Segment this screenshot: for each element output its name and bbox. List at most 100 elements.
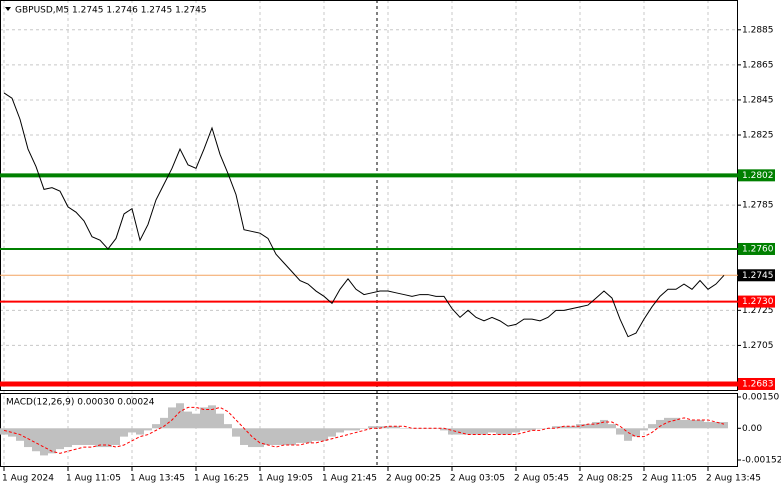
x-tick-label: 2 Aug 05:45 xyxy=(514,474,569,484)
macd-bar xyxy=(272,428,280,445)
macd-bar xyxy=(32,428,40,452)
macd-bar xyxy=(440,428,448,431)
y-tick-label: 1.2885 xyxy=(742,25,774,35)
level-label-bg xyxy=(738,377,775,390)
macd-bar xyxy=(696,419,704,429)
level-label-bg xyxy=(738,295,775,308)
macd-bar xyxy=(216,413,224,429)
macd-bar xyxy=(640,428,648,431)
macd-bar xyxy=(536,428,544,429)
y-tick-label: -0.00152 xyxy=(742,456,781,466)
chart-title: GBPUSD,M5 1.2745 1.2746 1.2745 1.2745 xyxy=(15,6,207,16)
macd-bar xyxy=(24,428,32,448)
macd-bar xyxy=(48,428,56,454)
macd-bar xyxy=(344,428,352,431)
macd-bar xyxy=(224,424,232,429)
macd-bar xyxy=(56,428,64,450)
macd-bar xyxy=(488,428,496,433)
macd-bar xyxy=(360,428,368,429)
y-tick-label: 1.2825 xyxy=(742,131,774,141)
macd-bar xyxy=(592,422,600,429)
level-label: 1.2802 xyxy=(742,171,774,181)
macd-bar xyxy=(280,428,288,445)
level-label: 1.2745 xyxy=(742,271,774,281)
x-tick-label: 2 Aug 00:25 xyxy=(386,474,441,484)
macd-bar xyxy=(144,428,152,431)
macd-bar xyxy=(248,428,256,448)
macd-bar xyxy=(64,428,72,448)
macd-bar xyxy=(656,419,664,429)
macd-bar xyxy=(296,428,304,443)
macd-bar xyxy=(384,426,392,429)
x-tick-label: 2 Aug 11:05 xyxy=(642,474,697,484)
macd-bar xyxy=(504,428,512,435)
x-tick-label: 2 Aug 13:45 xyxy=(706,474,761,484)
y-tick-label: 1.2725 xyxy=(742,306,774,316)
y-tick-label: 1.2705 xyxy=(742,341,774,351)
title-arrow xyxy=(5,7,11,11)
x-tick-label: 1 Aug 21:45 xyxy=(322,474,377,484)
x-tick-label: 1 Aug 11:05 xyxy=(66,474,121,484)
signal-line xyxy=(3,406,725,454)
macd-bar xyxy=(368,426,376,429)
macd-bar xyxy=(608,424,616,429)
macd-bar xyxy=(408,428,416,429)
macd-bar xyxy=(520,428,528,431)
macd-bar xyxy=(712,422,720,429)
macd-bar xyxy=(560,426,568,429)
macd-bar xyxy=(112,428,120,445)
macd-bar xyxy=(232,428,240,437)
macd-bar xyxy=(312,428,320,441)
y-tick-label: 1.2865 xyxy=(742,60,774,70)
macd-bar xyxy=(128,428,136,433)
macd-bar xyxy=(200,407,208,429)
macd-bar xyxy=(72,428,80,445)
macd-bar xyxy=(648,424,656,429)
macd-bar xyxy=(176,403,184,429)
level-label: 1.2730 xyxy=(742,297,774,307)
macd-bar xyxy=(472,428,480,435)
macd-bar xyxy=(160,417,168,429)
macd-bar xyxy=(208,405,216,429)
y-tick-label: 1.2845 xyxy=(742,95,774,105)
plot-layer xyxy=(0,0,738,467)
price-frame xyxy=(0,0,738,391)
macd-bar xyxy=(288,428,296,445)
macd-bar xyxy=(632,428,640,437)
macd-bar xyxy=(456,428,464,435)
macd-bar xyxy=(88,428,96,445)
macd-bar xyxy=(8,428,16,437)
macd-bar xyxy=(688,419,696,429)
level-label-bg xyxy=(738,242,775,255)
macd-title: MACD(12,26,9) 0.00030 0.00024 xyxy=(6,398,155,408)
macd-bar xyxy=(720,422,728,429)
macd-bar xyxy=(480,428,488,435)
macd-bar xyxy=(600,419,608,429)
macd-bar xyxy=(168,407,176,429)
macd-bar xyxy=(136,428,144,435)
macd-bar xyxy=(464,428,472,435)
x-tick-label: 1 Aug 2024 xyxy=(2,474,54,484)
macd-bar xyxy=(568,426,576,429)
macd-bar xyxy=(320,428,328,441)
macd-bar xyxy=(184,411,192,429)
macd-bar xyxy=(392,426,400,429)
macd-bar xyxy=(304,428,312,443)
macd-bar xyxy=(192,413,200,429)
macd-bar xyxy=(40,428,48,456)
macd-bar xyxy=(584,424,592,429)
macd-bar xyxy=(496,428,504,435)
macd-bar xyxy=(704,422,712,429)
y-tick-label: 1.2785 xyxy=(742,201,774,211)
macd-bar xyxy=(552,426,560,429)
macd-bar xyxy=(0,428,8,435)
macd-bar xyxy=(80,428,88,445)
level-label-bg xyxy=(738,269,775,282)
macd-bar xyxy=(424,428,432,429)
level-label: 1.2683 xyxy=(742,379,774,389)
macd-bar xyxy=(400,428,408,429)
macd-bar xyxy=(240,428,248,445)
macd-bar xyxy=(120,428,128,437)
macd-bar xyxy=(616,428,624,435)
